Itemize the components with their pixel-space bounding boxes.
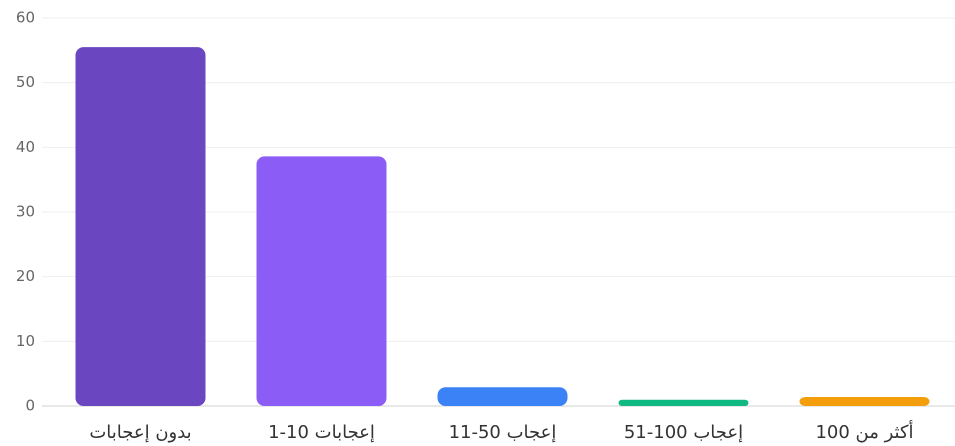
y-tick-label: 30	[16, 203, 35, 221]
bar	[799, 396, 930, 406]
y-tick-label: 0	[25, 397, 35, 415]
bar	[437, 387, 568, 406]
x-tick-label: أكثر من 100	[815, 420, 913, 443]
x-tick-label: 51-100 إعجاب	[624, 422, 743, 443]
y-tick-label: 10	[16, 332, 35, 350]
x-tick-label: 11-50 إعجاب	[449, 422, 557, 443]
y-tick-label: 50	[16, 73, 35, 91]
x-tick-label: بدون إعجابات	[89, 422, 191, 443]
bar	[618, 399, 749, 406]
y-tick-label: 20	[16, 267, 35, 285]
y-tick-label: 40	[16, 138, 35, 156]
bar	[256, 156, 387, 406]
x-tick-label: 1-10 إعجابات	[268, 422, 375, 443]
y-tick-label: 60	[16, 9, 35, 27]
bar	[75, 47, 206, 406]
